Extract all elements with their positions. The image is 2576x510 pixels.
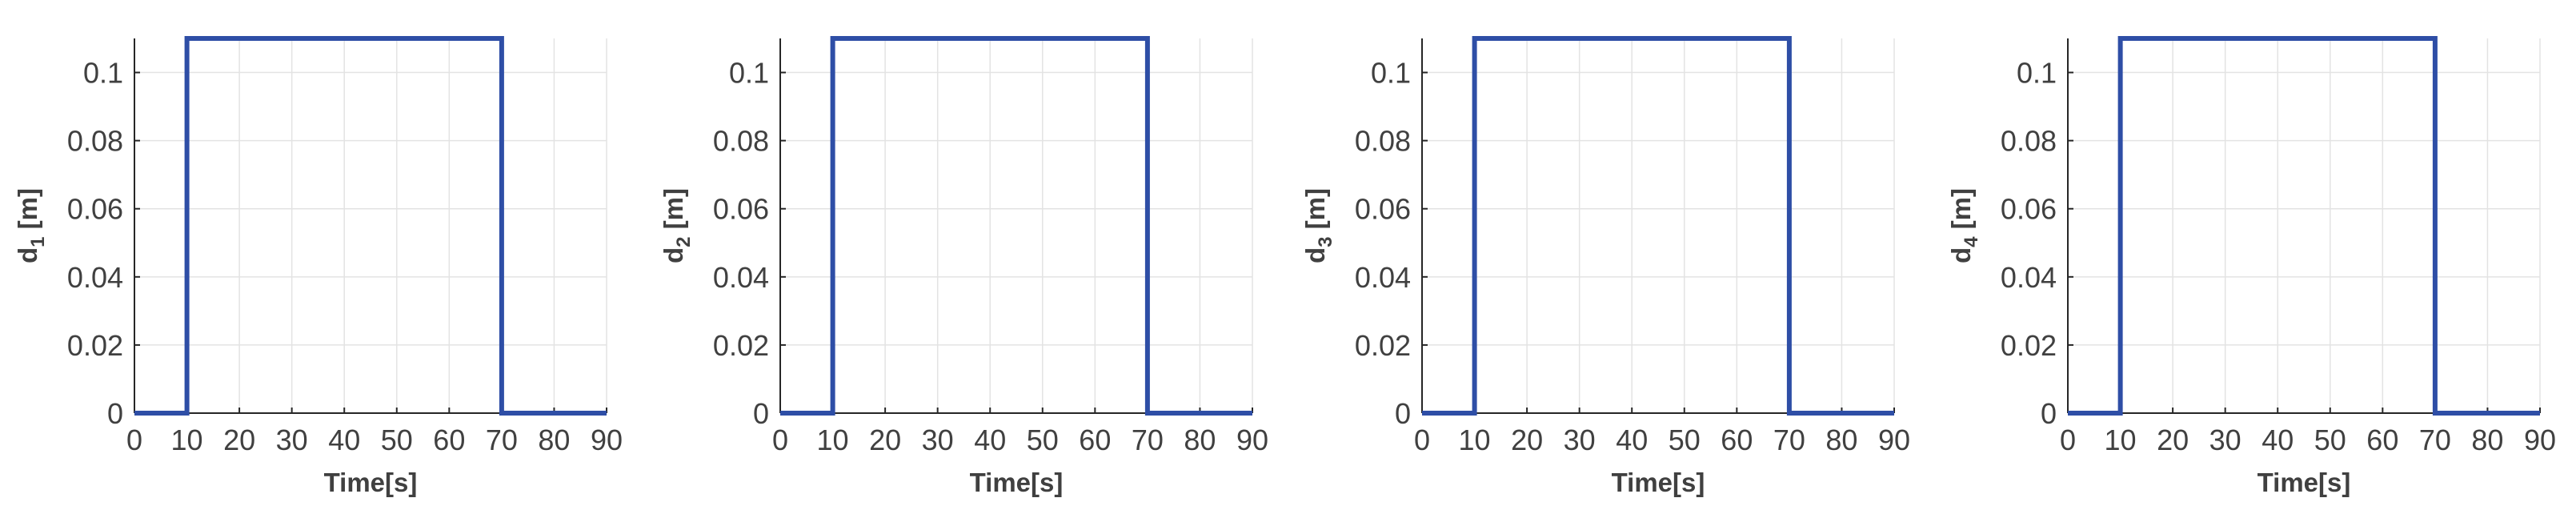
y-tick-label: 0: [107, 397, 123, 430]
x-tick-label: 0: [126, 424, 142, 456]
y-tick-label: 0: [1395, 397, 1411, 430]
x-tick-label: 10: [817, 424, 849, 456]
x-tick-label: 70: [1773, 424, 1805, 456]
x-tick-label: 40: [974, 424, 1006, 456]
series-line-1: [780, 36, 1252, 416]
x-tick-label: 40: [328, 424, 360, 456]
y-axis-label-base: d: [659, 247, 688, 263]
y-axis-label-unit: [m]: [659, 188, 688, 237]
y-axis-label: d2 [m]: [659, 188, 695, 263]
x-tick-label: 90: [2524, 424, 2556, 456]
y-tick-label: 0.08: [713, 125, 769, 158]
y-tick-label: 0.02: [1355, 329, 1411, 362]
x-axis-label: Time[s]: [1612, 468, 1705, 497]
y-tick-label: 0: [2041, 397, 2057, 430]
y-tick-label: 0.02: [67, 329, 123, 362]
y-axis-label-base: d: [13, 247, 42, 263]
x-axis-label: Time[s]: [970, 468, 1064, 497]
x-tick-label: 60: [2366, 424, 2398, 456]
y-tick-label: 0.08: [67, 125, 123, 158]
subplot-2: 0 10 20 30 40 50 60 70 80 90 0 0.02 0.04 0.06 0.08 0.1 T…: [659, 36, 1268, 497]
x-tick-label: 50: [1027, 424, 1059, 456]
x-tick-label: 60: [433, 424, 465, 456]
y-tick-label: 0.1: [2017, 57, 2057, 90]
subplot-1: 0 10 20 30 40 50 60 70 80 90 0 0.02 0.04 0.06 0.08 0.1 T…: [13, 36, 623, 497]
y-tick-label: 0.04: [1355, 261, 1411, 294]
x-tick-label: 60: [1079, 424, 1111, 456]
y-axis-label: d4 [m]: [1946, 188, 1982, 263]
x-tick-label: 80: [2471, 424, 2503, 456]
y-tick-label: 0.02: [2001, 329, 2057, 362]
y-tick-label: 0.06: [67, 193, 123, 226]
x-tick-label: 80: [1184, 424, 1216, 456]
y-tick-label: 0.04: [713, 261, 769, 294]
y-axis-label-subscript: 3: [1315, 236, 1336, 247]
y-axis-label-subscript: 4: [1961, 236, 1982, 247]
x-tick-label: 50: [1669, 424, 1701, 456]
x-tick-label: 50: [2314, 424, 2346, 456]
subplot-3: 0 10 20 30 40 50 60 70 80 90 0 0.02 0.04 0.06 0.08 0.1 T…: [1300, 36, 1910, 497]
y-tick-label: 0.06: [2001, 193, 2057, 226]
y-axis-label-subscript: 2: [673, 236, 695, 247]
x-tick-label: 50: [381, 424, 413, 456]
x-tick-label: 30: [1564, 424, 1596, 456]
y-tick-label: 0.08: [1355, 125, 1411, 158]
x-axis-label: Time[s]: [2258, 468, 2351, 497]
y-axis-label-base: d: [1946, 247, 1976, 263]
y-axis-label-unit: [m]: [1300, 188, 1330, 237]
x-tick-label: 30: [2209, 424, 2241, 456]
x-axis-label: Time[s]: [324, 468, 418, 497]
x-tick-label: 20: [869, 424, 901, 456]
x-tick-label: 80: [538, 424, 570, 456]
y-tick-label: 0.04: [2001, 261, 2057, 294]
x-tick-label: 10: [2105, 424, 2137, 456]
y-tick-label: 0.04: [67, 261, 123, 294]
y-tick-label: 0: [753, 397, 769, 430]
x-tick-label: 60: [1721, 424, 1753, 456]
x-tick-label: 40: [2262, 424, 2294, 456]
x-tick-label: 20: [1511, 424, 1543, 456]
series-line-1: [2068, 36, 2540, 416]
x-tick-label: 0: [1414, 424, 1430, 456]
subplot-4: 0 10 20 30 40 50 60 70 80 90 0 0.02 0.04 0.06 0.08 0.1 T…: [1946, 36, 2556, 497]
y-tick-label: 0.02: [713, 329, 769, 362]
y-axis-label-unit: [m]: [13, 188, 42, 237]
x-tick-label: 10: [1459, 424, 1491, 456]
y-tick-label: 0.1: [1371, 57, 1411, 90]
x-tick-label: 80: [1825, 424, 1857, 456]
x-tick-label: 30: [922, 424, 954, 456]
x-tick-label: 0: [772, 424, 788, 456]
x-tick-label: 10: [171, 424, 203, 456]
x-tick-label: 20: [2157, 424, 2189, 456]
y-tick-label: 0.08: [2001, 125, 2057, 158]
y-axis-label-subscript: 1: [27, 236, 49, 247]
x-tick-label: 70: [2419, 424, 2451, 456]
y-axis-label: d3 [m]: [1300, 188, 1336, 263]
series-line-1: [134, 36, 607, 416]
x-tick-label: 70: [1132, 424, 1164, 456]
x-tick-label: 70: [486, 424, 518, 456]
y-tick-label: 0.06: [713, 193, 769, 226]
y-tick-label: 0.1: [83, 57, 123, 90]
x-tick-label: 90: [1878, 424, 1910, 456]
series-line-1: [1422, 36, 1894, 416]
y-tick-label: 0.06: [1355, 193, 1411, 226]
x-tick-label: 0: [2060, 424, 2076, 456]
x-tick-label: 20: [223, 424, 255, 456]
y-axis-label-unit: [m]: [1946, 188, 1976, 237]
x-tick-label: 90: [591, 424, 623, 456]
x-tick-label: 90: [1236, 424, 1268, 456]
x-tick-label: 40: [1616, 424, 1648, 456]
y-axis-label-base: d: [1300, 247, 1330, 263]
y-tick-label: 0.1: [729, 57, 769, 90]
y-axis-label: d1 [m]: [13, 188, 49, 263]
x-tick-label: 30: [276, 424, 308, 456]
